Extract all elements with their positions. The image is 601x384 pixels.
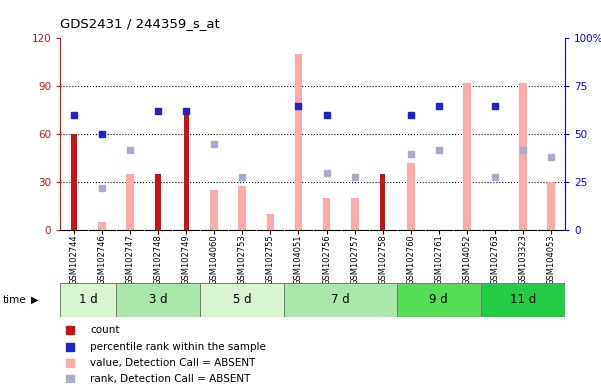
Text: GSM102746: GSM102746	[98, 235, 106, 285]
Bar	[126, 174, 134, 230]
Text: time: time	[3, 295, 26, 305]
Text: GSM102744: GSM102744	[70, 235, 79, 285]
Text: GSM102757: GSM102757	[350, 235, 359, 285]
Text: GSM102763: GSM102763	[490, 235, 499, 285]
Text: GSM102747: GSM102747	[126, 235, 135, 285]
Text: GSM102748: GSM102748	[154, 235, 163, 285]
Bar	[200, 283, 284, 317]
Bar	[294, 55, 302, 230]
Bar	[98, 222, 106, 230]
Bar	[156, 174, 161, 230]
Text: GSM104053: GSM104053	[546, 235, 555, 285]
Bar	[323, 199, 331, 230]
Text: 9 d: 9 d	[429, 293, 448, 306]
Bar	[210, 190, 218, 230]
Bar	[266, 214, 275, 230]
Text: GSM102756: GSM102756	[322, 235, 331, 285]
Bar	[407, 163, 415, 230]
Text: GSM104051: GSM104051	[294, 235, 303, 285]
Text: percentile rank within the sample: percentile rank within the sample	[90, 342, 266, 352]
Text: count: count	[90, 325, 120, 335]
Bar	[239, 185, 246, 230]
Text: GSM104060: GSM104060	[210, 235, 219, 285]
Text: 1 d: 1 d	[79, 293, 97, 306]
Text: GSM102760: GSM102760	[406, 235, 415, 285]
Text: GSM104052: GSM104052	[462, 235, 471, 285]
Bar	[380, 174, 385, 230]
Text: value, Detection Call = ABSENT: value, Detection Call = ABSENT	[90, 358, 256, 368]
Text: GSM102749: GSM102749	[182, 235, 191, 285]
Text: GSM102753: GSM102753	[238, 235, 247, 285]
Bar	[183, 115, 189, 230]
Text: GSM102755: GSM102755	[266, 235, 275, 285]
Bar	[519, 83, 527, 230]
Text: rank, Detection Call = ABSENT: rank, Detection Call = ABSENT	[90, 374, 251, 384]
Text: GDS2431 / 244359_s_at: GDS2431 / 244359_s_at	[60, 17, 220, 30]
Bar	[116, 283, 200, 317]
Bar	[284, 283, 397, 317]
Text: GSM103323: GSM103323	[519, 235, 527, 285]
Text: 7 d: 7 d	[331, 293, 350, 306]
Bar	[397, 283, 481, 317]
Text: ▶: ▶	[31, 295, 38, 305]
Text: 3 d: 3 d	[149, 293, 168, 306]
Text: GSM102758: GSM102758	[378, 235, 387, 285]
Bar	[481, 283, 565, 317]
Bar	[350, 199, 359, 230]
Bar	[463, 83, 471, 230]
Text: 11 d: 11 d	[510, 293, 536, 306]
Text: 5 d: 5 d	[233, 293, 252, 306]
Bar	[60, 283, 116, 317]
Text: GSM102761: GSM102761	[435, 235, 443, 285]
Bar	[547, 182, 555, 230]
Bar	[72, 134, 77, 230]
